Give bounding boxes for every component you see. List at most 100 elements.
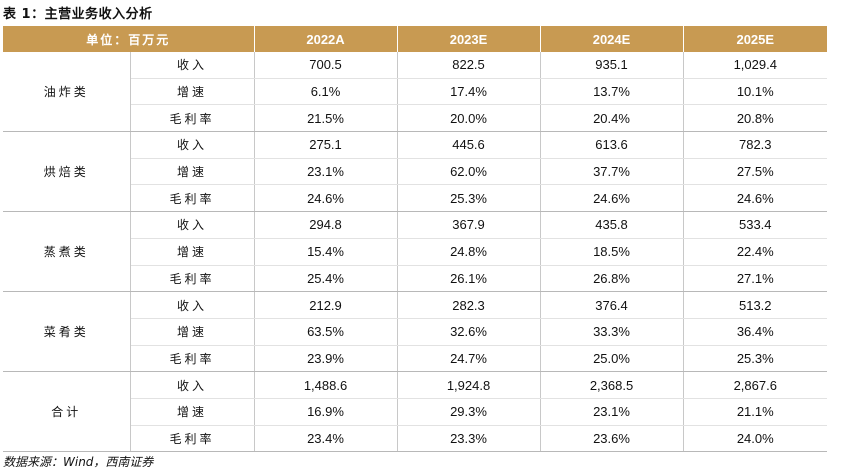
value-cell: 32.6% <box>397 318 541 346</box>
value-cell: 23.6% <box>540 425 684 453</box>
value-cell: 20.8% <box>683 104 828 133</box>
value-cell: 22.4% <box>683 238 828 266</box>
value-cell: 15.4% <box>254 238 398 266</box>
table-row: 增速 63.5% 32.6% 33.3% 36.4% <box>3 318 828 346</box>
value-cell: 445.6 <box>397 131 541 159</box>
table-row: 菜肴类 收入 212.9 282.3 376.4 513.2 <box>3 291 828 373</box>
value-cell: 25.3% <box>397 184 541 213</box>
value-cell: 29.3% <box>397 398 541 426</box>
table-row: 蒸煮类 收入 294.8 367.9 435.8 533.4 <box>3 211 828 293</box>
value-cell: 23.4% <box>254 425 398 453</box>
value-cell: 294.8 <box>254 211 398 239</box>
value-cell: 376.4 <box>540 291 684 319</box>
value-cell: 13.7% <box>540 78 684 106</box>
value-cell: 513.2 <box>683 291 828 319</box>
value-cell: 16.9% <box>254 398 398 426</box>
metric-label: 毛利率 <box>130 425 255 453</box>
category-label: 合计 <box>3 371 131 453</box>
value-cell: 1,924.8 <box>397 371 541 399</box>
value-cell: 533.4 <box>683 211 828 239</box>
year-header: 2022A <box>254 26 398 52</box>
metric-label: 增速 <box>130 398 255 426</box>
table-row: 毛利率 24.6% 25.3% 24.6% 24.6% <box>3 184 828 213</box>
value-cell: 33.3% <box>540 318 684 346</box>
value-cell: 24.7% <box>397 345 541 373</box>
value-cell: 782.3 <box>683 131 828 159</box>
table-row: 毛利率 23.4% 23.3% 23.6% 24.0% <box>3 425 828 453</box>
metric-label: 增速 <box>130 318 255 346</box>
value-cell: 23.9% <box>254 345 398 373</box>
table-row: 毛利率 25.4% 26.1% 26.8% 27.1% <box>3 265 828 293</box>
value-cell: 1,029.4 <box>683 52 828 79</box>
table-row: 油炸类 收入 700.5 822.5 935.1 1,029.4 <box>3 52 828 133</box>
table-row: 增速 15.4% 24.8% 18.5% 22.4% <box>3 238 828 266</box>
value-cell: 20.0% <box>397 104 541 133</box>
unit-header: 单位：百万元 <box>3 26 255 52</box>
value-cell: 21.1% <box>683 398 828 426</box>
value-cell: 27.1% <box>683 265 828 293</box>
category-label: 菜肴类 <box>3 291 131 373</box>
category-label: 烘焙类 <box>3 131 131 213</box>
table-row: 合计 收入 1,488.6 1,924.8 2,368.5 2,867.6 <box>3 371 828 453</box>
table-row: 增速 16.9% 29.3% 23.1% 21.1% <box>3 398 828 426</box>
value-cell: 25.4% <box>254 265 398 293</box>
metric-label: 收入 <box>130 291 255 319</box>
metric-label: 毛利率 <box>130 345 255 373</box>
table-row: 烘焙类 收入 275.1 445.6 613.6 782.3 <box>3 131 828 213</box>
metric-label: 收入 <box>130 131 255 159</box>
value-cell: 822.5 <box>397 52 541 79</box>
value-cell: 23.3% <box>397 425 541 453</box>
header-row: 单位：百万元 2022A 2023E 2024E 2025E <box>3 26 828 52</box>
value-cell: 613.6 <box>540 131 684 159</box>
metric-label: 增速 <box>130 238 255 266</box>
value-cell: 24.6% <box>683 184 828 213</box>
metric-label: 增速 <box>130 78 255 106</box>
table-body: 油炸类 收入 700.5 822.5 935.1 1,029.4 增速 6.1% 17.4% 13… <box>3 52 828 453</box>
value-cell: 935.1 <box>540 52 684 79</box>
value-cell: 36.4% <box>683 318 828 346</box>
year-header: 2024E <box>540 26 684 52</box>
value-cell: 367.9 <box>397 211 541 239</box>
year-header: 2023E <box>397 26 541 52</box>
value-cell: 24.8% <box>397 238 541 266</box>
table-row: 增速 23.1% 62.0% 37.7% 27.5% <box>3 158 828 186</box>
value-cell: 24.0% <box>683 425 828 453</box>
value-cell: 18.5% <box>540 238 684 266</box>
value-cell: 62.0% <box>397 158 541 186</box>
value-cell: 282.3 <box>397 291 541 319</box>
metric-label: 收入 <box>130 371 255 399</box>
metric-label: 增速 <box>130 158 255 186</box>
value-cell: 2,368.5 <box>540 371 684 399</box>
metric-label: 毛利率 <box>130 184 255 213</box>
revenue-table: 单位：百万元 2022A 2023E 2024E 2025E 油炸类 收入 700.… <box>3 26 828 453</box>
value-cell: 25.0% <box>540 345 684 373</box>
table-title: 表 1：主营业务收入分析 <box>3 7 153 22</box>
value-cell: 37.7% <box>540 158 684 186</box>
category-label: 油炸类 <box>3 52 131 133</box>
value-cell: 25.3% <box>683 345 828 373</box>
value-cell: 23.1% <box>254 158 398 186</box>
value-cell: 275.1 <box>254 131 398 159</box>
value-cell: 1,488.6 <box>254 371 398 399</box>
value-cell: 24.6% <box>254 184 398 213</box>
metric-label: 收入 <box>130 211 255 239</box>
value-cell: 212.9 <box>254 291 398 319</box>
table-row: 增速 6.1% 17.4% 13.7% 10.1% <box>3 78 828 106</box>
value-cell: 26.8% <box>540 265 684 293</box>
value-cell: 6.1% <box>254 78 398 106</box>
table-row: 毛利率 23.9% 24.7% 25.0% 25.3% <box>3 345 828 373</box>
value-cell: 2,867.6 <box>683 371 828 399</box>
category-label: 蒸煮类 <box>3 211 131 293</box>
value-cell: 700.5 <box>254 52 398 79</box>
value-cell: 63.5% <box>254 318 398 346</box>
value-cell: 435.8 <box>540 211 684 239</box>
value-cell: 24.6% <box>540 184 684 213</box>
value-cell: 21.5% <box>254 104 398 133</box>
source-note: 数据来源：Wind，西南证券 <box>3 455 154 469</box>
metric-label: 毛利率 <box>130 265 255 293</box>
value-cell: 20.4% <box>540 104 684 133</box>
metric-label: 收入 <box>130 52 255 79</box>
value-cell: 10.1% <box>683 78 828 106</box>
table-row: 毛利率 21.5% 20.0% 20.4% 20.8% <box>3 104 828 133</box>
value-cell: 27.5% <box>683 158 828 186</box>
